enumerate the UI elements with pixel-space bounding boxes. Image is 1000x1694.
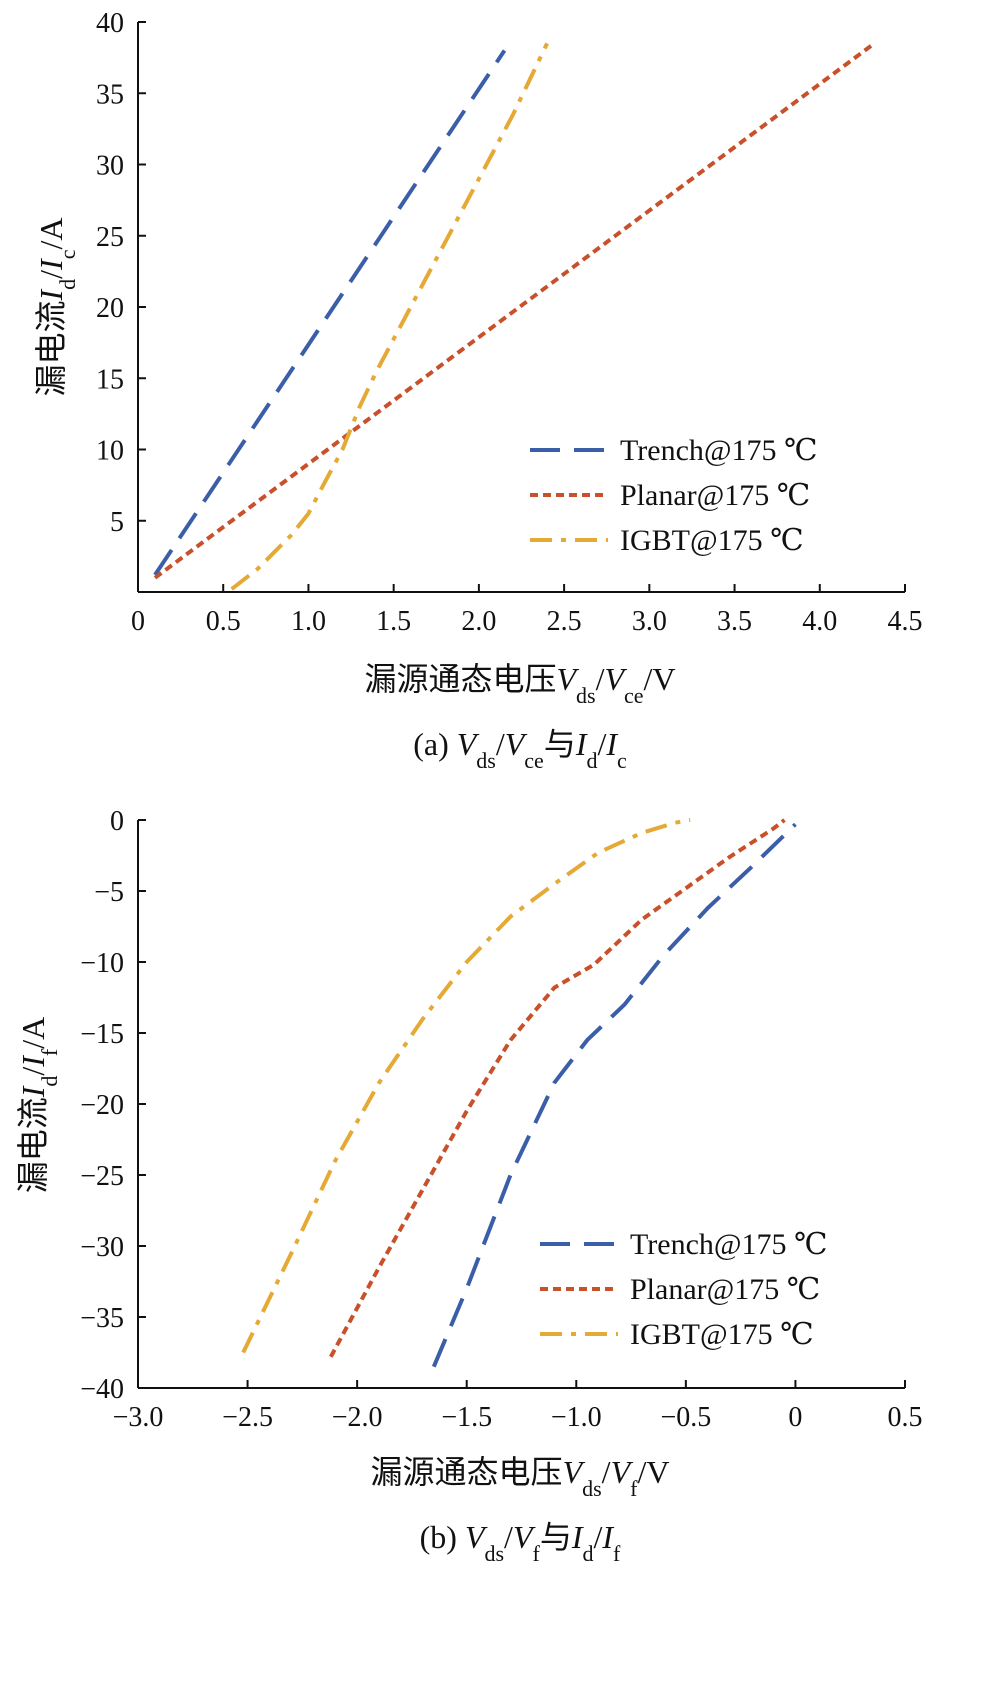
chart-a-legend: Trench@175 ℃ Planar@175 ℃ IGBT@175 ℃ bbox=[530, 434, 818, 557]
chart-a-ytick-label: 30 bbox=[96, 151, 124, 182]
chart-b-series-dash-line bbox=[431, 822, 797, 1368]
chart-a-xtick-label: 0.5 bbox=[206, 606, 241, 637]
chart-b-xtick-label: −2.5 bbox=[222, 1402, 273, 1433]
chart-b-legend-label: Trench@175 ℃ bbox=[630, 1228, 828, 1261]
chart-a-xtick-label: 2.0 bbox=[461, 606, 496, 637]
chart-a-series-dash-line bbox=[153, 49, 507, 577]
chart-a-xtick-label: 3.0 bbox=[632, 606, 667, 637]
chart-b-xtick-label: −1.5 bbox=[441, 1402, 492, 1433]
chart-b-legend-label: Planar@175 ℃ bbox=[630, 1273, 820, 1306]
chart-a-legend-label: IGBT@175 ℃ bbox=[620, 524, 804, 557]
chart-b-ytick-label: 0 bbox=[110, 806, 124, 837]
chart-a-ytick-label: 40 bbox=[96, 8, 124, 39]
chart-a-series-dot-line bbox=[153, 41, 876, 580]
chart-a-xtick-label: 3.5 bbox=[717, 606, 752, 637]
chart-b-ytick-label: −10 bbox=[80, 948, 124, 979]
chart-b-legend-label: IGBT@175 ℃ bbox=[630, 1318, 814, 1351]
chart-a-legend-label: Planar@175 ℃ bbox=[620, 479, 810, 512]
chart-b-ytick-label: −15 bbox=[80, 1019, 124, 1050]
chart-a-ytick-label: 5 bbox=[110, 507, 124, 538]
chart-b: −3.0 −2.5 −2.0 −1.5 −1.0 −0.5 0 0.5 0 −5 −10 −15 −20… bbox=[15, 806, 923, 1566]
chart-b-xtick-label: −3.0 bbox=[113, 1402, 164, 1433]
chart-b-xlabel: 漏源通态电压Vds/Vf/V bbox=[371, 1454, 670, 1501]
chart-a-xlabel: 漏源通态电压Vds/Vce/V bbox=[364, 661, 675, 708]
chart-a: 0 0.5 1.0 1.5 2.0 2.5 3.0 3.5 4.0 4.5 40 35 30 25 20 15… bbox=[33, 8, 923, 773]
chart-b-xtick-label: −2.0 bbox=[332, 1402, 383, 1433]
chart-a-xtick-label: 2.5 bbox=[547, 606, 582, 637]
chart-b-ytick-label: −25 bbox=[80, 1161, 124, 1192]
chart-a-series-dashdot-line bbox=[230, 42, 549, 591]
chart-b-xtick-label: 0.5 bbox=[888, 1402, 923, 1433]
chart-a-ytick-label: 10 bbox=[96, 436, 124, 467]
chart-a-xtick-label: 1.0 bbox=[291, 606, 326, 637]
chart-b-ytick-label: −5 bbox=[94, 877, 124, 908]
chart-b-ytick-label: −20 bbox=[80, 1090, 124, 1121]
chart-b-xtick-label: 0 bbox=[788, 1402, 802, 1433]
chart-b-xtick-label: −1.0 bbox=[551, 1402, 602, 1433]
chart-b-legend: Trench@175 ℃ Planar@175 ℃ IGBT@175 ℃ bbox=[540, 1228, 828, 1351]
chart-b-xtick-label: −0.5 bbox=[660, 1402, 711, 1433]
chart-a-ytick-label: 25 bbox=[96, 222, 124, 253]
chart-a-xtick-label: 0 bbox=[131, 606, 145, 637]
chart-a-xtick-label: 4.5 bbox=[888, 606, 923, 637]
chart-b-ylabel: 漏电流Id/If/A bbox=[15, 1017, 62, 1194]
chart-b-ytick-label: −40 bbox=[80, 1374, 124, 1405]
chart-a-legend-label: Trench@175 ℃ bbox=[620, 434, 818, 467]
chart-a-ylabel: 漏电流Id/Ic/A bbox=[33, 218, 80, 397]
chart-a-ytick-label: 20 bbox=[96, 293, 124, 324]
chart-a-ytick-label: 15 bbox=[96, 364, 124, 395]
chart-b-caption: (b) Vds/Vf与Id/If bbox=[420, 1519, 621, 1566]
chart-b-ytick-label: −30 bbox=[80, 1232, 124, 1263]
chart-b-series-dashdot-line bbox=[241, 818, 691, 1354]
chart-a-caption: (a) Vds/Vce与Id/Ic bbox=[413, 726, 627, 773]
chart-b-series-dot-line bbox=[329, 818, 786, 1358]
chart-b-ytick-label: −35 bbox=[80, 1303, 124, 1334]
chart-a-xtick-label: 1.5 bbox=[376, 606, 411, 637]
chart-a-xtick-label: 4.0 bbox=[802, 606, 837, 637]
chart-a-ytick-label: 35 bbox=[96, 79, 124, 110]
